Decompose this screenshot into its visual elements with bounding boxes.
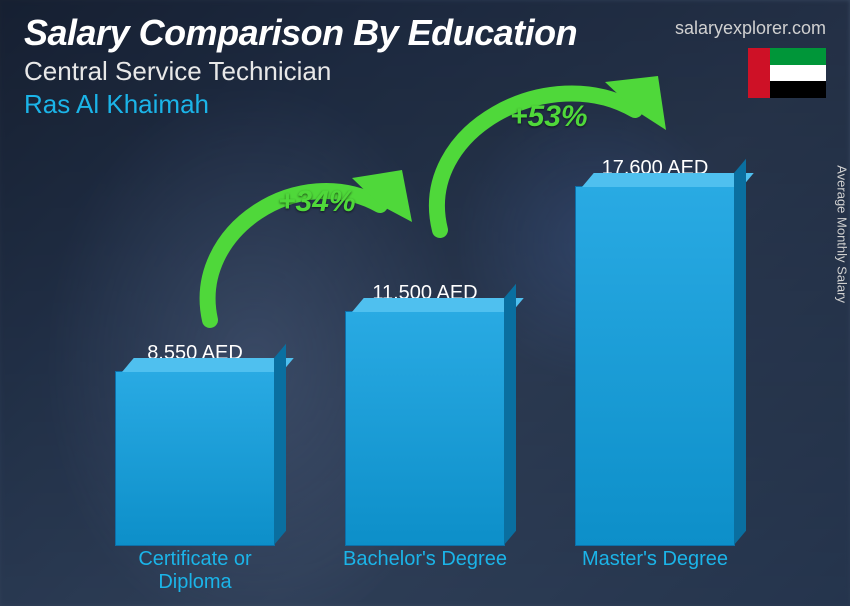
bar — [345, 311, 505, 546]
uae-flag-icon — [748, 48, 826, 98]
bar-group: 17,600 AED — [565, 157, 745, 546]
bar-chart: 8,550 AED 11,500 AED 17,600 AED — [80, 170, 770, 546]
bar-label: Certificate or Diploma — [105, 548, 285, 594]
bar-group: 11,500 AED — [335, 282, 515, 546]
increase-pct-2: +53% — [510, 100, 588, 134]
location: Ras Al Khaimah — [24, 89, 826, 120]
bar — [115, 371, 275, 546]
bar-label: Master's Degree — [565, 548, 745, 594]
x-axis-labels: Certificate or Diploma Bachelor's Degree… — [80, 548, 770, 594]
bar — [575, 186, 735, 546]
bar-label: Bachelor's Degree — [335, 548, 515, 594]
bar-group: 8,550 AED — [105, 342, 285, 546]
y-axis-label: Average Monthly Salary — [835, 165, 850, 303]
brand-link[interactable]: salaryexplorer.com — [675, 18, 826, 39]
job-title: Central Service Technician — [24, 56, 826, 87]
